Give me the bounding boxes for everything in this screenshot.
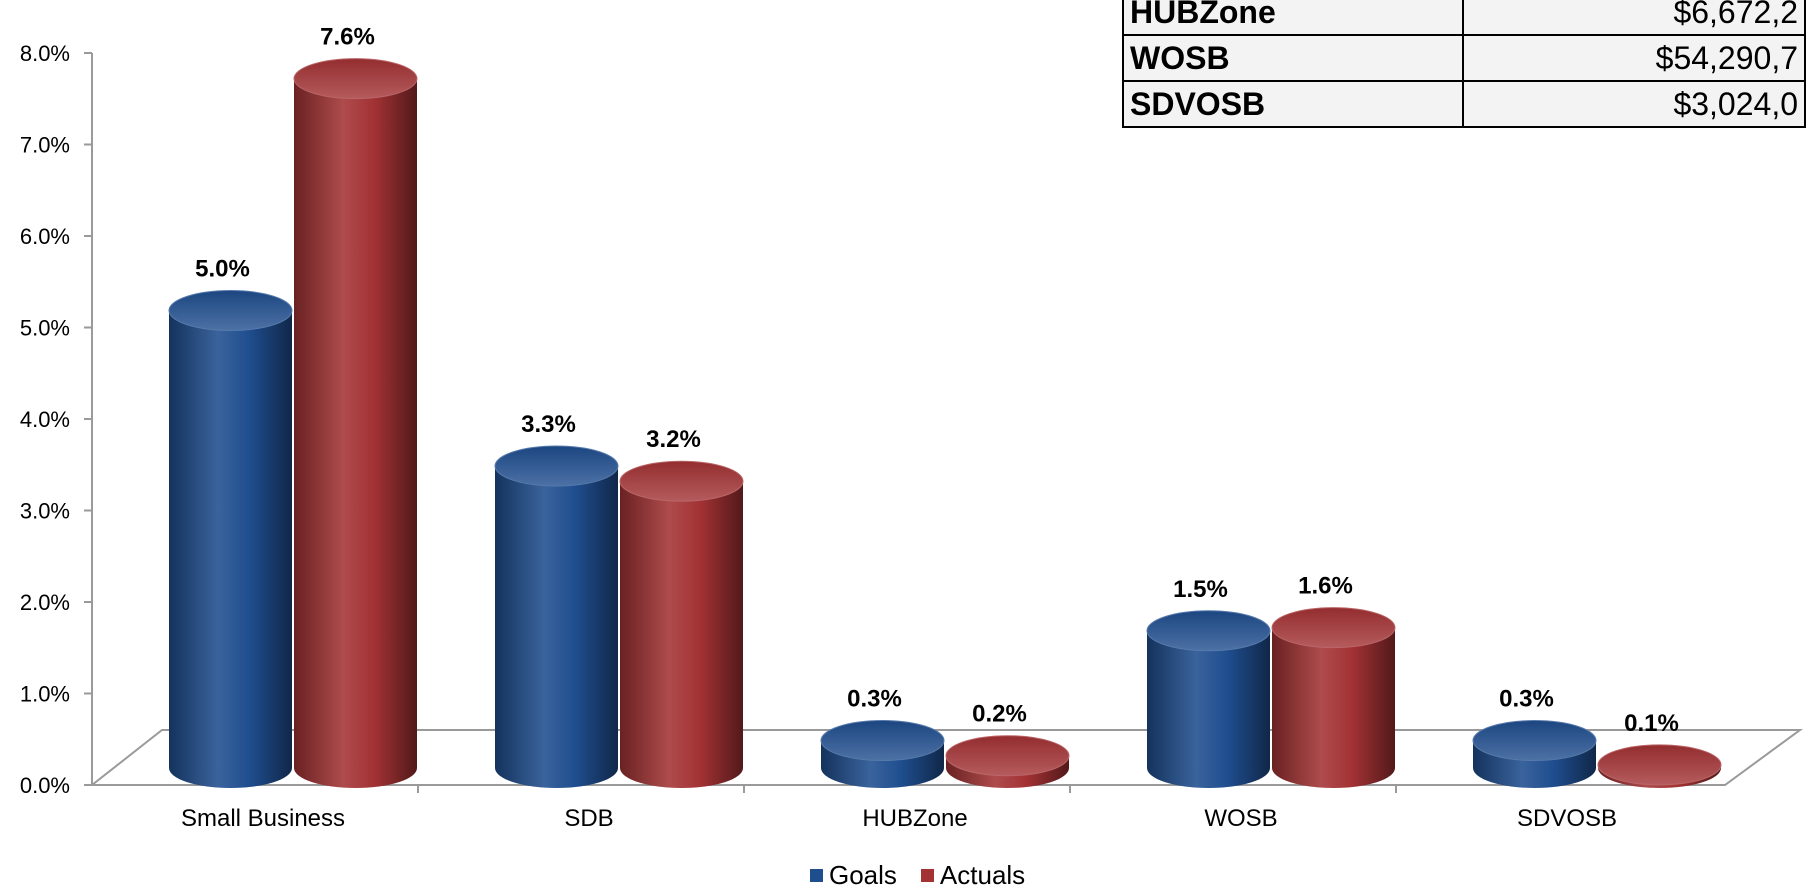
bar-goals-1 [494, 445, 619, 788]
table-cell-category: HUBZone [1121, 0, 1465, 36]
data-label-actuals-2: 0.2% [972, 701, 1027, 728]
y-tick-label: 3.0% [20, 499, 70, 524]
table-cell-category: SDVOSB [1121, 80, 1465, 128]
bar-goals-0 [168, 290, 293, 788]
data-label-goals-2: 0.3% [847, 686, 902, 713]
data-label-actuals-1: 3.2% [646, 426, 701, 453]
x-tick-label: Small Business [181, 805, 345, 832]
legend-swatch-actuals [920, 869, 934, 882]
bar-actuals-4 [1597, 744, 1722, 788]
legend-label-goals: Goals [829, 860, 897, 890]
legend-item-goals: Goals [810, 860, 897, 891]
table-cell-amount: $54,290,7 [1462, 34, 1806, 82]
table-row: WOSB $54,290,7 [1121, 34, 1806, 82]
table-cell-amount: $3,024,0 [1462, 80, 1806, 128]
data-label-goals-1: 3.3% [521, 411, 576, 438]
summary-table: HUBZone $6,672,2 WOSB $54,290,7 SDVOSB $3,024… [1121, 0, 1806, 128]
y-tick-label: 6.0% [20, 224, 70, 249]
x-tick-label: HUBZone [862, 805, 967, 832]
x-tick-label: WOSB [1204, 805, 1277, 832]
legend-swatch-goals [810, 869, 823, 882]
y-tick-label: 5.0% [20, 316, 70, 341]
data-label-goals-0: 5.0% [195, 256, 250, 283]
data-label-actuals-0: 7.6% [320, 24, 375, 51]
table-row: HUBZone $6,672,2 [1121, 0, 1806, 36]
legend-item-actuals: Actuals [920, 860, 1026, 891]
bar-actuals-3 [1271, 607, 1396, 788]
x-tick-label: SDVOSB [1517, 805, 1617, 832]
y-tick-label: 8.0% [20, 41, 70, 66]
bar-goals-3 [1146, 610, 1271, 788]
y-tick-label: 0.0% [20, 773, 70, 798]
bar-goals-4 [1472, 720, 1597, 788]
legend-label-actuals: Actuals [939, 860, 1026, 890]
data-label-goals-3: 1.5% [1173, 576, 1228, 603]
y-tick-label: 4.0% [20, 407, 70, 432]
y-tick-label: 2.0% [20, 590, 70, 615]
table-cell-amount: $6,672,2 [1462, 0, 1806, 36]
table-cell-category: WOSB [1121, 34, 1465, 82]
y-tick-label: 1.0% [20, 682, 70, 707]
legend: Goals Actuals [810, 860, 1025, 891]
y-tick-label: 7.0% [20, 133, 70, 158]
bar-actuals-1 [619, 460, 744, 788]
bar-actuals-2 [945, 735, 1070, 788]
table-row: SDVOSB $3,024,0 [1121, 80, 1806, 128]
data-label-actuals-4: 0.1% [1624, 710, 1679, 737]
x-tick-label: SDB [564, 805, 613, 832]
bar-goals-2 [820, 720, 945, 788]
bar-actuals-0 [293, 58, 418, 789]
data-label-goals-4: 0.3% [1499, 686, 1554, 713]
data-label-actuals-3: 1.6% [1298, 573, 1353, 600]
